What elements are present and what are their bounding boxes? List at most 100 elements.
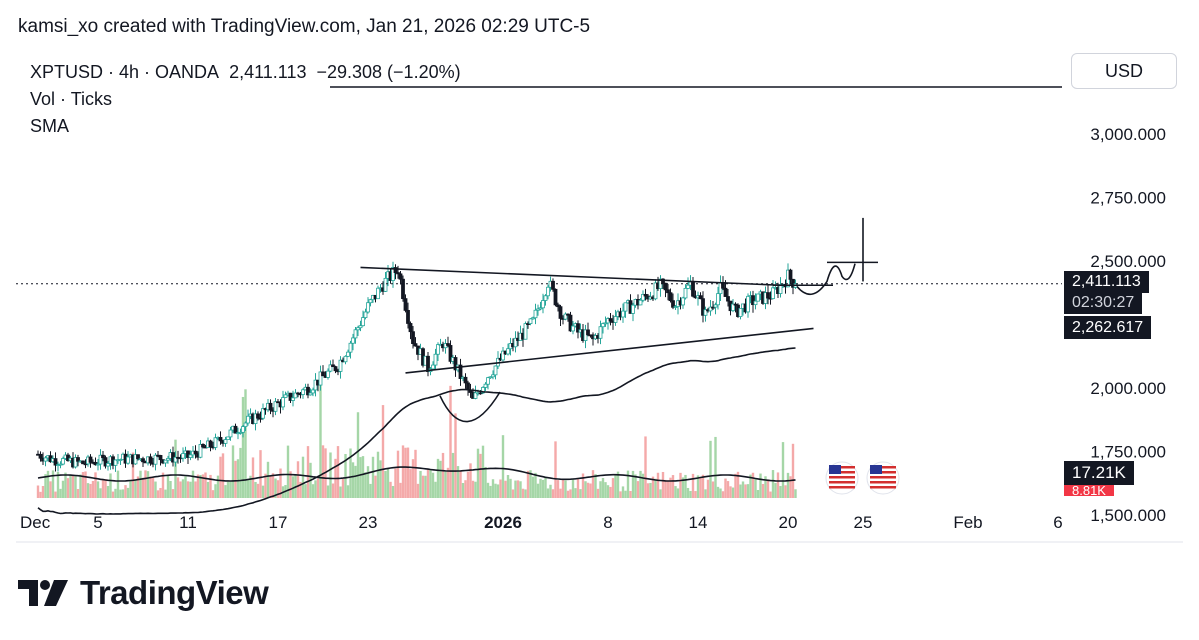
volume-bar bbox=[71, 475, 75, 498]
volume-bar bbox=[51, 470, 55, 498]
tradingview-logo-icon bbox=[18, 580, 68, 606]
volume-bar bbox=[364, 472, 367, 498]
volume-bar bbox=[66, 478, 70, 498]
volume-bar bbox=[214, 484, 217, 498]
flag-stripe bbox=[829, 471, 855, 474]
volume-bar bbox=[321, 445, 325, 498]
volume-bar bbox=[596, 488, 600, 498]
volume-bar bbox=[791, 443, 795, 498]
candle-body bbox=[38, 453, 43, 459]
candle-body bbox=[753, 300, 758, 306]
x-tick-label: 23 bbox=[359, 513, 378, 532]
tradingview-logo[interactable]: TradingView bbox=[18, 574, 269, 612]
volume-bar bbox=[571, 478, 575, 498]
volume-bar bbox=[679, 472, 682, 498]
volume-bar bbox=[304, 484, 307, 498]
volume-bar bbox=[246, 478, 250, 498]
candle-body bbox=[66, 454, 70, 462]
volume-bar bbox=[289, 471, 292, 498]
volume-bar bbox=[611, 478, 615, 498]
volume-bar bbox=[631, 470, 635, 498]
candle-body bbox=[268, 402, 273, 411]
flag-stripe bbox=[870, 476, 896, 479]
volume-bar bbox=[61, 480, 65, 498]
volume-bar bbox=[96, 481, 100, 498]
volume-bar bbox=[349, 448, 352, 498]
candle-body bbox=[246, 415, 250, 424]
volume-bar bbox=[94, 472, 97, 498]
volume-bar bbox=[384, 470, 387, 498]
volume-bar bbox=[431, 472, 435, 498]
candle-body bbox=[478, 392, 483, 395]
volume-bar bbox=[519, 481, 522, 498]
volume-bar bbox=[699, 477, 702, 498]
candle-body bbox=[226, 436, 230, 440]
candle-body bbox=[333, 366, 338, 372]
volume-bar bbox=[736, 471, 740, 498]
us-flag-event-icon[interactable] bbox=[866, 461, 900, 495]
volume-bar bbox=[181, 479, 185, 498]
volume-bar bbox=[476, 448, 480, 498]
volume-bar bbox=[111, 491, 115, 498]
candle-body bbox=[473, 392, 478, 399]
candle-body bbox=[533, 309, 538, 319]
candle-body bbox=[566, 313, 570, 316]
candle-body bbox=[501, 350, 505, 361]
candle-body bbox=[726, 296, 730, 302]
legend-symbol-row[interactable]: XPTUSD · 4h · OANDA 2,411.113 −29.308 (−… bbox=[30, 62, 461, 83]
volume-bar bbox=[386, 468, 390, 498]
candle-body bbox=[198, 443, 203, 458]
candle-body bbox=[208, 440, 213, 448]
candle-body bbox=[708, 306, 713, 312]
candle-body bbox=[398, 273, 403, 280]
volume-bar bbox=[236, 459, 240, 498]
candle-body bbox=[483, 383, 488, 388]
flag-stripe bbox=[870, 481, 896, 484]
volume-bar bbox=[136, 476, 140, 498]
candle-body bbox=[118, 459, 123, 461]
x-tick-label: Dec bbox=[20, 513, 51, 532]
volume-bar bbox=[594, 474, 597, 498]
candle-body bbox=[331, 364, 335, 368]
volume-bar bbox=[231, 445, 235, 498]
x-tick-label: Feb bbox=[953, 513, 982, 532]
volume-bar bbox=[411, 459, 415, 498]
price-axis[interactable]: 3,250.0003,000.0002,750.0002,500.0002,00… bbox=[1090, 61, 1166, 525]
volume-bar bbox=[669, 477, 672, 498]
candle-body bbox=[538, 307, 543, 310]
legend-sma[interactable]: SMA bbox=[30, 116, 70, 136]
currency-selector[interactable]: USD bbox=[1071, 53, 1177, 89]
candle-body bbox=[301, 389, 305, 395]
us-flag-event-icon[interactable] bbox=[825, 461, 859, 495]
candle-body bbox=[408, 323, 413, 333]
legend-symbol[interactable]: XPTUSD · 4h · OANDA bbox=[30, 62, 220, 82]
volume-tag: 17.21K bbox=[1064, 461, 1134, 485]
volume-bar bbox=[654, 478, 657, 498]
candle-body bbox=[463, 376, 468, 384]
volume-bar bbox=[91, 480, 95, 498]
volume-bar bbox=[366, 466, 370, 498]
candle-body bbox=[563, 313, 568, 320]
volume-bar bbox=[659, 489, 662, 498]
volume-bar bbox=[414, 449, 417, 498]
volume-bar bbox=[531, 476, 535, 498]
volume-bar bbox=[769, 491, 772, 498]
volume-bar bbox=[539, 478, 542, 498]
volume-bar bbox=[381, 405, 385, 498]
volume-bar bbox=[774, 483, 777, 498]
time-axis[interactable]: Dec 5 11 17 23 2026 8 14 20 25 Feb 6 bbox=[20, 513, 1063, 532]
candle-body bbox=[701, 298, 705, 316]
flag-stripe bbox=[829, 486, 855, 489]
volume-bar bbox=[326, 485, 330, 498]
candle-body bbox=[723, 287, 728, 297]
legend-volume[interactable]: Vol · Ticks bbox=[30, 89, 113, 109]
candle-body bbox=[733, 303, 738, 306]
candle-body bbox=[363, 311, 368, 318]
candle-body bbox=[523, 323, 528, 340]
volume-bar bbox=[744, 484, 747, 498]
candle-body bbox=[308, 392, 313, 396]
volume-bar bbox=[264, 473, 267, 498]
legend-change: −29.308 (−1.20%) bbox=[316, 62, 461, 82]
candle-body bbox=[166, 457, 170, 461]
